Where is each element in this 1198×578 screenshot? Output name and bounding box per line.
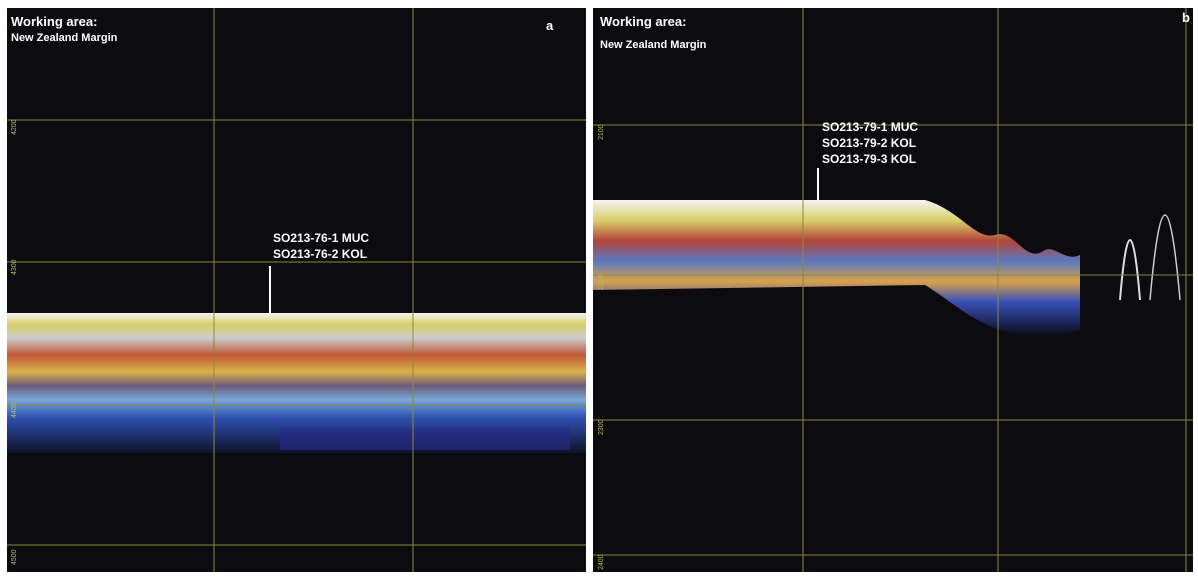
panel-background (593, 8, 1193, 572)
depth-label: 2100 (598, 124, 605, 140)
depth-label: 2400 (598, 554, 605, 570)
station-label: SO213-76-2 KOL (273, 247, 367, 261)
station-label: SO213-79-1 MUC (822, 120, 918, 134)
panel-a: Working area: New Zealand Margin a SO213… (7, 8, 586, 572)
station-label: SO213-76-1 MUC (273, 231, 369, 245)
station-label: SO213-79-2 KOL (822, 136, 916, 150)
depth-label: 2200 (598, 274, 605, 290)
panel-b: Working area: New Zealand Margin b SO213… (593, 8, 1193, 572)
region: New Zealand Margin (600, 39, 707, 51)
panel-letter: a (546, 18, 554, 33)
depth-label: 4400 (11, 402, 18, 418)
deep-reflector (280, 428, 570, 450)
figure: Working area: New Zealand Margin a SO213… (0, 0, 1198, 578)
depth-label: 2300 (598, 419, 605, 435)
working-area: Working area: (600, 14, 686, 29)
depth-label: 4300 (11, 259, 18, 275)
station-label: SO213-79-3 KOL (822, 152, 916, 166)
depth-label: 4200 (11, 119, 18, 135)
working-area: Working area: (11, 14, 97, 29)
region: New Zealand Margin (11, 32, 118, 44)
panel-background (7, 8, 586, 572)
panel-letter: b (1182, 10, 1190, 25)
depth-label: 4500 (11, 549, 18, 565)
